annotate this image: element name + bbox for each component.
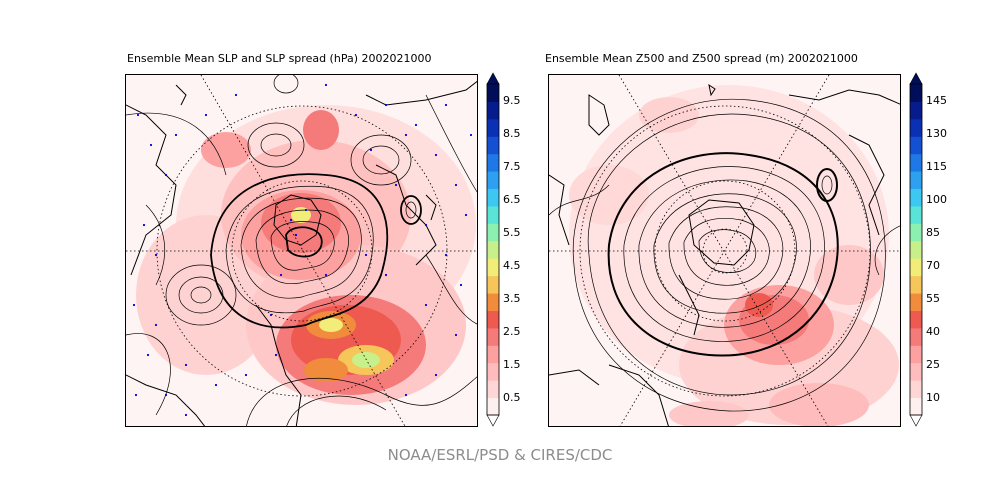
colorbar-slp-step <box>487 293 499 311</box>
map-slp-canvas <box>126 75 477 426</box>
colorbar-z500-step <box>910 84 922 102</box>
credit-text: NOAA/ESRL/PSD & CIRES/CDC <box>387 446 613 464</box>
colorbar-slp-tick: 9.5 <box>503 93 521 107</box>
colorbar-slp-step <box>487 136 499 155</box>
colorbar-z500-extend-max <box>909 72 923 85</box>
colorbar-slp-step <box>487 188 499 207</box>
colorbar-z500-tick: 40 <box>926 325 940 339</box>
colorbar-z500-step <box>910 240 922 259</box>
colorbar-z500-tick: 10 <box>926 391 940 405</box>
colorbar-slp-step <box>487 153 499 172</box>
colorbar-slp-step <box>487 101 499 120</box>
colorbar-z500-step <box>910 327 922 346</box>
colorbar-z500-step <box>910 136 922 155</box>
colorbar-slp-tick: 3.5 <box>503 292 521 306</box>
colorbar-slp-step <box>487 310 499 329</box>
colorbar-z500-step <box>910 223 922 242</box>
colorbar-z500-tick: 130 <box>926 126 947 140</box>
colorbar-slp-step <box>487 275 499 294</box>
colorbar-slp-tick: 8.5 <box>503 126 521 140</box>
colorbar-z500-step <box>910 258 922 277</box>
z500-graticule <box>549 75 900 426</box>
colorbar-slp-tick: 7.5 <box>503 159 521 173</box>
map-z500 <box>548 74 901 427</box>
colorbar-z500-step <box>910 153 922 172</box>
colorbar-z500-step <box>910 101 922 120</box>
slp-spread-shading <box>136 105 476 405</box>
slp-graticule <box>126 75 477 426</box>
colorbar-slp <box>486 72 500 427</box>
colorbar-slp-step <box>487 397 499 416</box>
panel-title-slp: Ensemble Mean SLP and SLP spread (hPa) 2… <box>127 52 432 65</box>
colorbar-z500-tick: 25 <box>926 358 940 372</box>
slp-coastlines <box>126 80 477 426</box>
colorbar-slp-tick: 2.5 <box>503 325 521 339</box>
colorbar-slp-tick: 0.5 <box>503 391 521 405</box>
colorbar-z500-steps <box>910 84 922 416</box>
colorbar-slp-step <box>487 205 499 224</box>
colorbar-z500-tick: 70 <box>926 259 940 273</box>
colorbar-slp-step <box>487 118 499 137</box>
colorbar-z500-step <box>910 310 922 329</box>
colorbar-z500-step <box>910 362 922 381</box>
colorbar-z500-step <box>910 275 922 294</box>
colorbar-slp-tick: 6.5 <box>503 192 521 206</box>
map-z500-canvas <box>549 75 900 426</box>
z500-spread-shading <box>569 85 899 426</box>
colorbar-slp-extend-min <box>486 414 500 427</box>
colorbar-z500 <box>909 72 923 427</box>
slp-observation-dots <box>132 83 473 417</box>
colorbar-z500-step <box>910 205 922 224</box>
colorbar-slp-tick: 1.5 <box>503 358 521 372</box>
panel-title-z500: Ensemble Mean Z500 and Z500 spread (m) 2… <box>545 52 858 65</box>
colorbar-slp-step <box>487 223 499 242</box>
colorbar-z500-step <box>910 188 922 207</box>
colorbar-slp-extend-max <box>486 72 500 85</box>
colorbar-slp-step <box>487 171 499 190</box>
colorbar-z500-tick: 145 <box>926 93 947 107</box>
colorbar-slp-tick: 5.5 <box>503 225 521 239</box>
colorbar-slp-step <box>487 362 499 381</box>
colorbar-z500-step <box>910 397 922 416</box>
colorbar-z500-step <box>910 118 922 137</box>
colorbar-slp-step <box>487 240 499 259</box>
colorbar-z500-step <box>910 380 922 399</box>
colorbar-z500-extend-min <box>909 414 923 427</box>
colorbar-slp-step <box>487 327 499 346</box>
slp-contours <box>126 75 477 426</box>
colorbar-z500-step <box>910 171 922 190</box>
z500-coastlines <box>549 83 900 426</box>
colorbar-slp-step <box>487 380 499 399</box>
colorbar-z500-tick: 55 <box>926 292 940 306</box>
colorbar-z500-step <box>910 345 922 364</box>
colorbar-slp-tick: 4.5 <box>503 259 521 273</box>
colorbar-slp-step <box>487 345 499 364</box>
colorbar-slp-step <box>487 84 499 102</box>
colorbar-z500-step <box>910 293 922 311</box>
colorbar-slp-step <box>487 258 499 277</box>
colorbar-z500-tick: 100 <box>926 192 947 206</box>
colorbar-slp-steps <box>487 84 499 416</box>
colorbar-z500-tick: 85 <box>926 225 940 239</box>
colorbar-z500-tick: 115 <box>926 159 947 173</box>
map-slp <box>125 74 478 427</box>
